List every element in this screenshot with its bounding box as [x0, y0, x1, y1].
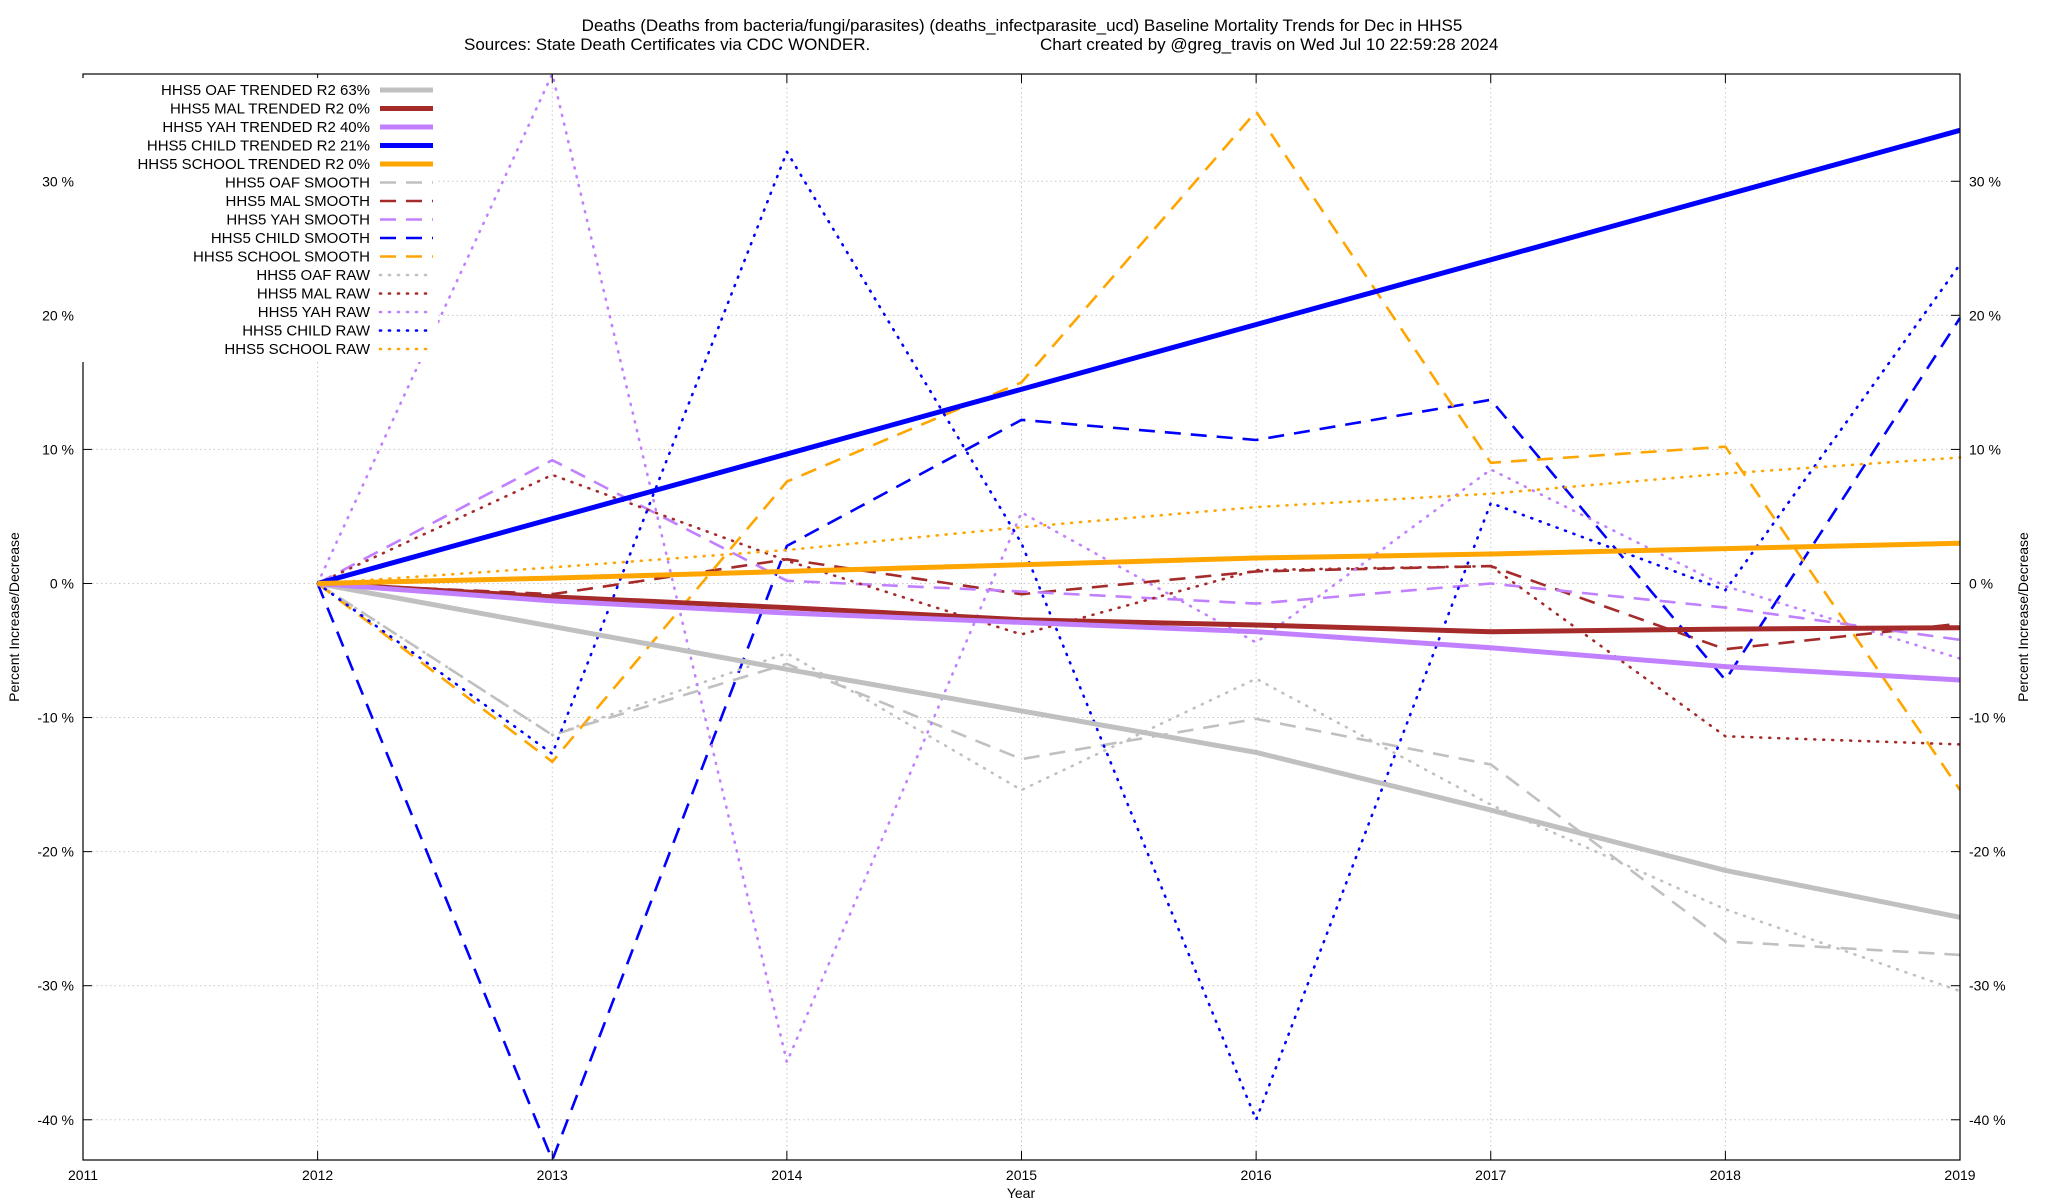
- y-tick-label: 30 %: [42, 173, 74, 189]
- y-tick-label-right: 10 %: [1969, 441, 2001, 457]
- series-line-5: [317, 540, 1961, 586]
- y-tick-label: 0 %: [50, 575, 74, 591]
- y-tick-label: -20 %: [37, 844, 74, 860]
- series-line-2: [317, 581, 1961, 635]
- series-line-1: [317, 581, 1961, 920]
- legend: HHS5 OAF TRENDED R2 63% HHS5 MAL TRENDED …: [76, 78, 438, 362]
- series-line-13: [316, 72, 1962, 1064]
- y-tick-label-right: -10 %: [1969, 710, 2006, 726]
- series-line-6: [316, 582, 1961, 957]
- chart-sources: Sources: State Death Certificates via CD…: [464, 35, 870, 54]
- x-tick-label: 2019: [1944, 1167, 1975, 1183]
- series-line-4: [316, 127, 1961, 586]
- series-line-14: [316, 150, 1962, 1122]
- y-tick-label-right: 20 %: [1969, 307, 2001, 323]
- series-line-15: [316, 456, 1962, 585]
- y-tick-label: -30 %: [37, 978, 74, 994]
- legend-label: HHS5 CHILD TRENDED R2 21%: [147, 138, 370, 155]
- series-line-11: [316, 582, 1962, 993]
- y-axis-label-right: Percent Increase/Decrease: [2015, 532, 2031, 702]
- legend-label: HHS5 MAL TRENDED R2 0%: [170, 101, 370, 118]
- y-tick-label: 10 %: [42, 441, 74, 457]
- x-tick-label: 2017: [1475, 1167, 1506, 1183]
- x-tick-label: 2012: [302, 1167, 333, 1183]
- plot-series: [316, 72, 1962, 1162]
- legend-label: HHS5 SCHOOL SMOOTH: [193, 249, 370, 266]
- legend-label: HHS5 YAH TRENDED R2 40%: [162, 119, 370, 136]
- y-tick-label-right: -20 %: [1969, 844, 2006, 860]
- series-line-3: [317, 581, 1961, 683]
- y-tick-label: -10 %: [37, 710, 74, 726]
- legend-label: HHS5 MAL SMOOTH: [226, 193, 370, 210]
- series-line-10: [316, 110, 1962, 791]
- legend-label: HHS5 YAH RAW: [258, 304, 371, 321]
- legend-label: HHS5 SCHOOL RAW: [224, 341, 370, 358]
- x-tick-label: 2011: [68, 1167, 98, 1183]
- y-axis-label-left: Percent Increase/Decrease: [6, 532, 22, 702]
- legend-label: HHS5 MAL RAW: [257, 286, 371, 303]
- y-tick-label-right: -40 %: [1969, 1112, 2006, 1128]
- chart-title: Deaths (Deaths from bacteria/fungi/paras…: [582, 16, 1463, 35]
- y-tick-label: -40 %: [37, 1112, 74, 1128]
- y-tick-label: 20 %: [42, 307, 74, 323]
- legend-label: HHS5 OAF RAW: [256, 267, 370, 284]
- y-tick-label-right: 30 %: [1969, 173, 2001, 189]
- legend-label: HHS5 YAH SMOOTH: [226, 212, 370, 229]
- legend-label: HHS5 CHILD RAW: [242, 323, 371, 340]
- x-tick-label: 2014: [771, 1167, 802, 1183]
- axis-ticks: 30 % 30 % 20 % 20 % 10 % 10 % 0 % 0 % -10 % -10 %…: [37, 74, 2006, 1183]
- x-tick-label: 2016: [1241, 1167, 1272, 1183]
- legend-label: HHS5 OAF SMOOTH: [225, 175, 370, 192]
- series-line-9: [316, 317, 1962, 1162]
- x-tick-label: 2015: [1006, 1167, 1037, 1183]
- series-line-8: [316, 458, 1961, 642]
- legend-label: HHS5 CHILD SMOOTH: [211, 230, 370, 247]
- x-tick-label: 2013: [537, 1167, 568, 1183]
- chart-credit: Chart created by @greg_travis on Wed Jul…: [1040, 35, 1498, 54]
- y-tick-label-right: 0 %: [1969, 575, 1993, 591]
- legend-label: HHS5 OAF TRENDED R2 63%: [161, 82, 370, 99]
- x-tick-label: 2018: [1710, 1167, 1741, 1183]
- legend-label: HHS5 SCHOOL TRENDED R2 0%: [137, 156, 370, 173]
- x-axis-label: Year: [1007, 1185, 1036, 1200]
- title: Deaths (Deaths from bacteria/fungi/paras…: [464, 16, 1498, 54]
- legend-background: [76, 78, 438, 362]
- y-tick-label-right: -30 %: [1969, 978, 2006, 994]
- series-line-7: [317, 557, 1961, 651]
